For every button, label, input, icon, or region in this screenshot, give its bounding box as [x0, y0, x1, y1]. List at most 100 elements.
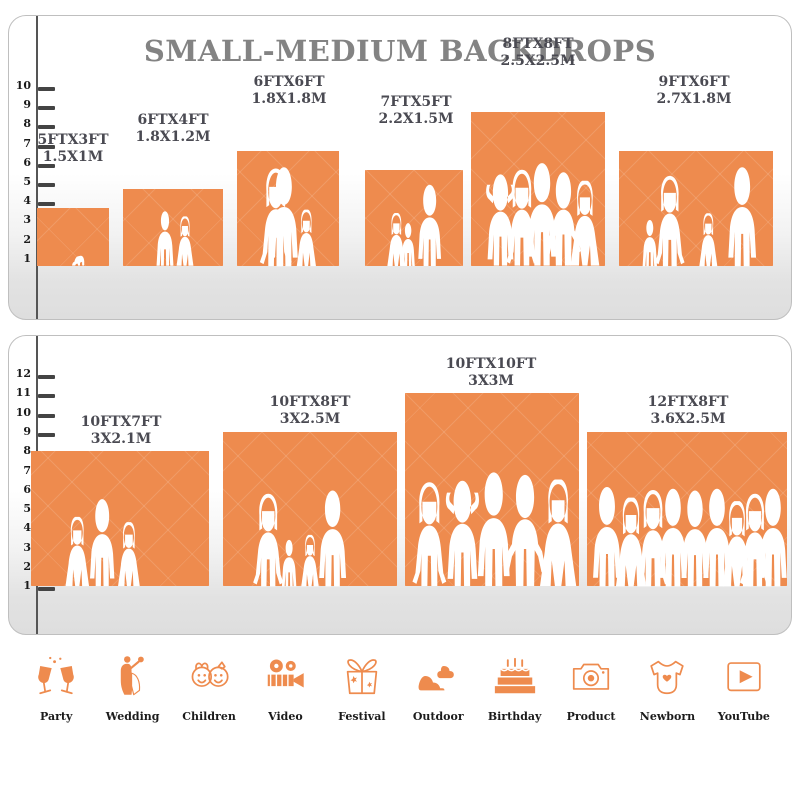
champagne-glasses-icon [33, 648, 79, 704]
silhouette-woman [655, 175, 685, 266]
silhouette-girl [387, 213, 406, 266]
people-silhouettes [471, 112, 605, 266]
ruler-tick-label: 4 [23, 194, 31, 208]
silhouette-man [527, 163, 557, 266]
silhouette-girl [540, 479, 577, 586]
use-case-label: Product [566, 710, 616, 723]
use-case-children[interactable]: Children [171, 648, 247, 723]
use-case-outdoor[interactable]: Outdoor [400, 648, 476, 723]
use-case-festival[interactable]: Festival [324, 648, 400, 723]
ruler-tick-label: 1 [23, 579, 31, 593]
silhouette-arms-up [486, 174, 515, 266]
use-case-party[interactable]: Party [18, 648, 94, 723]
use-case-strip: Party Wedding Children Video Festival Outdoor… [0, 648, 800, 758]
use-case-wedding[interactable]: Wedding [94, 648, 170, 723]
ruler-tick-label: 8 [23, 117, 31, 131]
children-faces-icon [186, 648, 232, 704]
backdrop-7ftx5ft [365, 170, 463, 266]
use-case-label: Newborn [639, 710, 696, 723]
silhouette-man [418, 184, 442, 266]
use-case-newborn[interactable]: Newborn [629, 648, 705, 723]
ruler-tick-label: 11 [15, 386, 31, 400]
backdrop-label-12ftx8ft: 12FTX8FT 3.6X2.5M [647, 394, 729, 427]
backdrop-10ftx7ft [31, 450, 209, 586]
silhouette-man [703, 488, 731, 586]
baby-onesie-icon [644, 648, 690, 704]
silhouette-girl [176, 216, 194, 266]
silhouette-girl [699, 212, 718, 266]
use-case-label: Party [40, 710, 73, 723]
gift-box-icon [339, 648, 385, 704]
backdrop-8ftx8ft [471, 112, 605, 266]
people-silhouettes [619, 151, 773, 266]
ruler-tick-label: 1 [23, 251, 31, 265]
ruler-tick-label: 2 [23, 560, 31, 573]
silhouette-girl [65, 516, 90, 586]
ruler-tick-mark [38, 163, 55, 168]
backdrop-10ftx8ft [223, 431, 397, 586]
people-silhouettes [365, 170, 463, 266]
silhouette-man [659, 488, 687, 586]
people-silhouettes [31, 451, 209, 586]
ruler-tick-label: 5 [23, 175, 31, 188]
silhouette-girl [118, 522, 140, 586]
ruler-tick-mark [38, 144, 55, 149]
ruler-tick-label: 3 [23, 540, 31, 554]
ruler-tick-label: 7 [23, 463, 31, 477]
silhouette-man [593, 486, 621, 586]
ruler-tick-label: 9 [23, 424, 31, 438]
camera-icon [568, 648, 614, 704]
people-silhouettes [37, 208, 109, 266]
ruler-tick-label: 3 [23, 213, 31, 227]
ruler-tick-label: 4 [23, 521, 31, 535]
silhouette-man [90, 498, 115, 586]
silhouette-man [270, 167, 298, 266]
panel-small-medium: SMALL-MEDIUM BACKDROPS 10 9 8 7 6 5 4 3 2 1 5FTX3… [8, 15, 792, 320]
ruler-tick-label: 10 [15, 405, 31, 419]
use-case-label: Birthday [487, 710, 542, 723]
silhouette-man [728, 167, 757, 266]
backdrop-label-10ftx7ft: 10FTX7FT 3X2.1M [80, 414, 162, 447]
ruler-tick-label: 6 [23, 482, 31, 496]
people-silhouettes [587, 432, 787, 586]
backdrop-5ftx3ft [37, 208, 109, 266]
backdrop-12ftx8ft [587, 431, 787, 586]
ruler-tick-mark [38, 375, 55, 379]
use-case-label: Wedding [105, 710, 160, 723]
use-case-product[interactable]: Product [553, 648, 629, 723]
ruler-tick-mark [38, 587, 55, 592]
silhouette-woman [412, 482, 447, 586]
use-case-birthday[interactable]: Birthday [476, 648, 552, 723]
silhouette-girl [615, 497, 647, 586]
people-silhouettes [123, 189, 223, 266]
use-case-label: YouTube [717, 710, 770, 723]
bride-icon [110, 648, 156, 704]
backdrop-6ftx4ft [123, 189, 223, 266]
use-case-youtube[interactable]: YouTube [706, 648, 782, 723]
ruler-tick-label: 6 [23, 155, 31, 169]
silhouette-child [642, 219, 657, 266]
backdrop-10ftx10ft [405, 393, 579, 586]
backdrop-label-6ftx4ft: 6FTX4FT 1.8X1.2M [135, 112, 211, 145]
use-case-label: Outdoor [412, 710, 464, 723]
ruler-tick-label: 12 [15, 367, 31, 380]
ruler-axis [36, 16, 38, 319]
backdrop-label-10ftx10ft: 10FTX10FT 3X3M [445, 356, 537, 389]
silhouette-man [477, 472, 510, 586]
backdrop-label-6ftx6ft: 6FTX6FT 1.8X1.8M [251, 74, 327, 107]
ruler-panel-1: 10 9 8 7 6 5 4 3 2 1 [9, 16, 65, 319]
backdrop-label-10ftx8ft: 10FTX8FT 3X2.5M [269, 394, 351, 427]
use-case-label: Children [182, 710, 236, 723]
silhouette-hands-hip [504, 474, 546, 586]
ruler-tick-mark [38, 125, 55, 130]
ruler-tick-label: 5 [23, 502, 31, 516]
ruler-tick-label: 2 [23, 232, 31, 246]
backdrop-label-9ftx6ft: 9FTX6FT 2.7X1.8M [656, 74, 732, 107]
use-case-video[interactable]: Video [247, 648, 323, 723]
silhouette-girl [301, 534, 319, 586]
people-silhouettes [223, 432, 397, 586]
backdrop-6ftx6ft [237, 150, 339, 266]
silhouette-child [156, 211, 174, 266]
silhouette-girl [296, 209, 316, 266]
